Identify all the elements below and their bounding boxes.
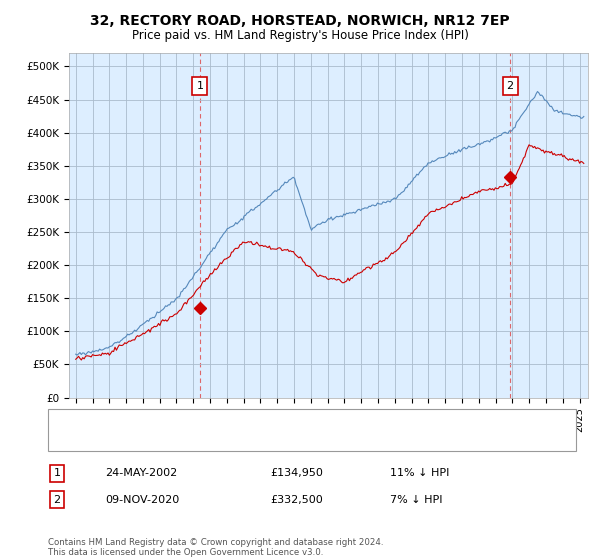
Text: 2: 2 bbox=[53, 494, 61, 505]
Text: Contains HM Land Registry data © Crown copyright and database right 2024.
This d: Contains HM Land Registry data © Crown c… bbox=[48, 538, 383, 557]
Text: Price paid vs. HM Land Registry's House Price Index (HPI): Price paid vs. HM Land Registry's House … bbox=[131, 29, 469, 42]
Text: 32, RECTORY ROAD, HORSTEAD, NORWICH, NR12 7EP (detached house): 32, RECTORY ROAD, HORSTEAD, NORWICH, NR1… bbox=[87, 416, 463, 426]
Text: HPI: Average price, detached house, Broadland: HPI: Average price, detached house, Broa… bbox=[87, 434, 333, 444]
Text: 1: 1 bbox=[196, 81, 203, 91]
Text: £332,500: £332,500 bbox=[270, 494, 323, 505]
Text: 32, RECTORY ROAD, HORSTEAD, NORWICH, NR12 7EP: 32, RECTORY ROAD, HORSTEAD, NORWICH, NR1… bbox=[90, 14, 510, 28]
Text: 2: 2 bbox=[506, 81, 514, 91]
Text: £134,950: £134,950 bbox=[270, 468, 323, 478]
Text: —: — bbox=[63, 412, 80, 430]
Text: 24-MAY-2002: 24-MAY-2002 bbox=[105, 468, 177, 478]
Text: —: — bbox=[63, 430, 80, 448]
Text: 09-NOV-2020: 09-NOV-2020 bbox=[105, 494, 179, 505]
Text: 11% ↓ HPI: 11% ↓ HPI bbox=[390, 468, 449, 478]
Text: 1: 1 bbox=[53, 468, 61, 478]
Text: 7% ↓ HPI: 7% ↓ HPI bbox=[390, 494, 443, 505]
